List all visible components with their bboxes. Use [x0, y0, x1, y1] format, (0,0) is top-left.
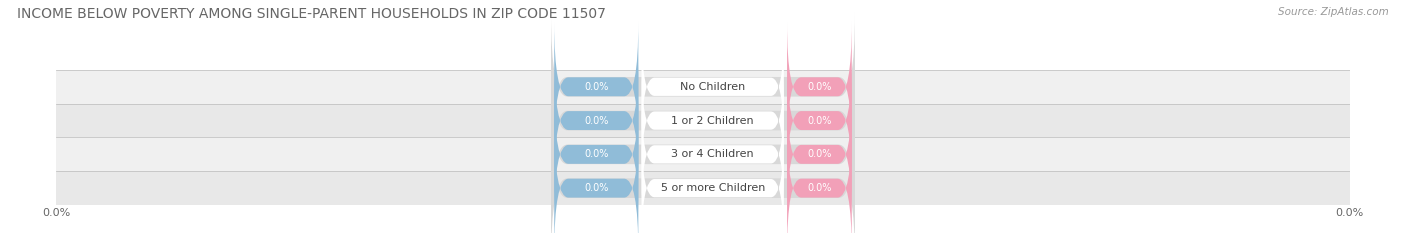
- Text: Source: ZipAtlas.com: Source: ZipAtlas.com: [1278, 7, 1389, 17]
- Text: 0.0%: 0.0%: [583, 149, 609, 159]
- FancyBboxPatch shape: [641, 62, 785, 179]
- Text: 0.0%: 0.0%: [807, 149, 831, 159]
- Text: No Children: No Children: [681, 82, 745, 92]
- FancyBboxPatch shape: [641, 130, 785, 233]
- FancyBboxPatch shape: [641, 96, 785, 213]
- Bar: [56, 171, 1350, 205]
- FancyBboxPatch shape: [554, 89, 638, 219]
- Text: 5 or more Children: 5 or more Children: [661, 183, 765, 193]
- Text: 3 or 4 Children: 3 or 4 Children: [672, 149, 754, 159]
- Text: 0.0%: 0.0%: [583, 116, 609, 126]
- Bar: [56, 137, 1350, 171]
- FancyBboxPatch shape: [554, 56, 638, 185]
- FancyBboxPatch shape: [787, 89, 852, 219]
- Text: 0.0%: 0.0%: [583, 82, 609, 92]
- FancyBboxPatch shape: [554, 22, 638, 152]
- FancyBboxPatch shape: [551, 80, 855, 229]
- Text: 0.0%: 0.0%: [807, 183, 831, 193]
- FancyBboxPatch shape: [787, 22, 852, 152]
- FancyBboxPatch shape: [551, 113, 855, 233]
- Text: 0.0%: 0.0%: [807, 82, 831, 92]
- Text: INCOME BELOW POVERTY AMONG SINGLE-PARENT HOUSEHOLDS IN ZIP CODE 11507: INCOME BELOW POVERTY AMONG SINGLE-PARENT…: [17, 7, 606, 21]
- FancyBboxPatch shape: [787, 56, 852, 185]
- FancyBboxPatch shape: [551, 46, 855, 195]
- Text: 0.0%: 0.0%: [807, 116, 831, 126]
- FancyBboxPatch shape: [554, 123, 638, 233]
- Text: 0.0%: 0.0%: [583, 183, 609, 193]
- Text: 1 or 2 Children: 1 or 2 Children: [672, 116, 754, 126]
- FancyBboxPatch shape: [551, 12, 855, 161]
- FancyBboxPatch shape: [787, 123, 852, 233]
- FancyBboxPatch shape: [641, 28, 785, 145]
- Bar: [56, 70, 1350, 104]
- Bar: [56, 104, 1350, 137]
